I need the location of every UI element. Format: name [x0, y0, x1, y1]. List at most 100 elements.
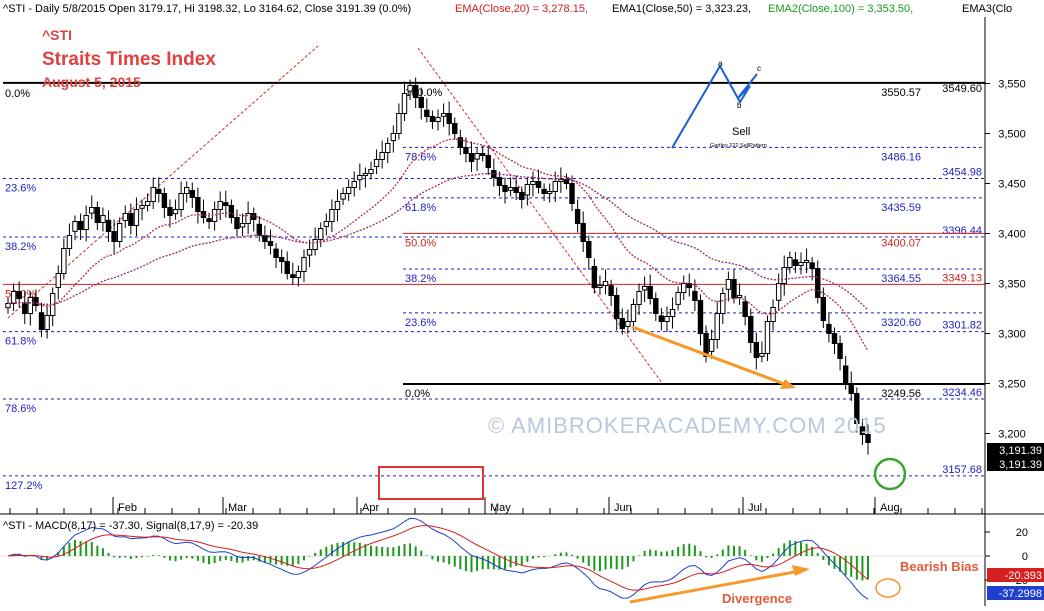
- candle-body: [27, 297, 34, 314]
- candle-body: [664, 316, 670, 322]
- fib-inner-value-label: 3550.57: [881, 87, 921, 99]
- candle-body: [792, 259, 799, 266]
- candle-body: [401, 93, 408, 114]
- candle-body: [485, 155, 491, 168]
- candle-body: [781, 267, 787, 284]
- candle-body: [798, 262, 804, 266]
- y-tick-label: 3,500: [998, 129, 1026, 141]
- candle-body: [669, 309, 676, 317]
- candle-body: [195, 197, 201, 212]
- fib-inner-value-label: 3435.59: [881, 202, 921, 214]
- candle-body: [513, 187, 519, 193]
- candle-body: [703, 333, 709, 357]
- x-tick-label: Feb: [118, 502, 137, 514]
- fib-outer-value-label: 3549.60: [942, 83, 982, 95]
- candle-body: [273, 248, 279, 259]
- candle-body: [318, 228, 324, 240]
- fib-inner-pct-label: 23.6%: [405, 317, 436, 329]
- candle-body: [105, 219, 112, 233]
- candle-body: [373, 159, 380, 167]
- candle-body: [61, 248, 67, 274]
- candle-body: [150, 187, 156, 202]
- candle-body: [530, 181, 536, 185]
- candle-body: [234, 217, 240, 229]
- y-tick-label: 3,350: [998, 279, 1026, 291]
- fib-outer-value-label: 3349.13: [942, 272, 982, 284]
- candle-body: [714, 313, 720, 340]
- candle-body: [720, 293, 726, 314]
- candle-body: [223, 202, 229, 206]
- fib-inner-value-label: 3400.07: [881, 237, 921, 249]
- candle-body: [463, 147, 469, 154]
- candle-body: [390, 133, 397, 141]
- header-ema50: EMA1(Close,50) = 3,323.23,: [612, 3, 751, 15]
- candle-body: [72, 221, 78, 232]
- candle-body: [831, 333, 838, 344]
- macd-histogram-group: [12, 540, 869, 581]
- fib-outer-pct-label: 23.6%: [5, 183, 36, 195]
- candle-body: [546, 191, 553, 194]
- bearish-bias-label: Bearish Bias: [900, 559, 979, 574]
- candle-body: [22, 302, 28, 314]
- candle-body: [161, 193, 168, 208]
- macd-panel-title: ^STI - MACD(8,17) = -37.30, Signal(8,17,…: [3, 520, 258, 532]
- candle-body: [569, 183, 575, 204]
- candle-body: [764, 321, 771, 354]
- candle-body: [675, 292, 681, 305]
- candle-body: [323, 221, 330, 227]
- candle-body: [189, 190, 195, 198]
- fib-outer-pct-label: 38.2%: [5, 241, 36, 253]
- candle-body: [340, 193, 346, 200]
- macd-tag-box: [987, 568, 1044, 582]
- candle-body: [848, 383, 854, 394]
- candle-body: [100, 215, 106, 223]
- candle-body: [742, 301, 748, 317]
- fib-outer-pct-label: 0.0%: [5, 88, 30, 100]
- candle-body: [541, 188, 547, 195]
- candle-body: [345, 187, 352, 194]
- header-price-line: ^STI - Daily 5/8/2015 Open 3179.17, Hi 3…: [3, 3, 411, 15]
- macd-divergence-arrowhead: [792, 565, 810, 576]
- candle-body: [178, 193, 184, 210]
- candle-body: [468, 153, 475, 162]
- candle-body: [552, 181, 558, 192]
- fib-inner-pct-label: 38.2%: [405, 273, 436, 285]
- candle-body: [524, 184, 531, 196]
- candle-body: [496, 177, 503, 186]
- candle-body: [301, 257, 307, 272]
- pattern-label-b: b: [737, 101, 742, 110]
- candle-body: [184, 187, 190, 194]
- candle-body: [357, 175, 363, 181]
- header-ema100: EMA2(Close,100) = 3,353.50,: [768, 3, 913, 15]
- candle-body: [111, 231, 117, 242]
- y-tick-label: 3,250: [998, 379, 1026, 391]
- candle-body: [770, 307, 776, 322]
- macd-y-tick-label: 0: [1022, 551, 1028, 563]
- candle-body: [630, 304, 637, 322]
- candle-body: [625, 321, 631, 327]
- candle-body: [731, 279, 737, 298]
- candle-body: [407, 85, 413, 92]
- candle-body: [396, 113, 402, 134]
- candle-body: [574, 209, 581, 224]
- ema50-line: [7, 172, 869, 311]
- candle-body: [507, 187, 514, 191]
- candle-body: [133, 209, 140, 226]
- candle-body: [708, 339, 715, 352]
- candle-body: [290, 274, 296, 279]
- fib-inner-pct-label: 78.6%: [405, 151, 436, 163]
- candle-body: [44, 315, 50, 330]
- ema20-line: [7, 138, 869, 352]
- candle-body: [83, 215, 89, 230]
- candle-body: [826, 323, 832, 334]
- fib-127-highlight-box: [378, 466, 484, 500]
- fib-inner-value-label: 3320.60: [881, 317, 921, 329]
- candle-body: [38, 312, 45, 331]
- candle-body: [563, 179, 570, 184]
- candle-body: [429, 116, 436, 122]
- candle-body: [803, 260, 810, 263]
- candle-body: [837, 343, 843, 359]
- candle-body: [580, 223, 586, 242]
